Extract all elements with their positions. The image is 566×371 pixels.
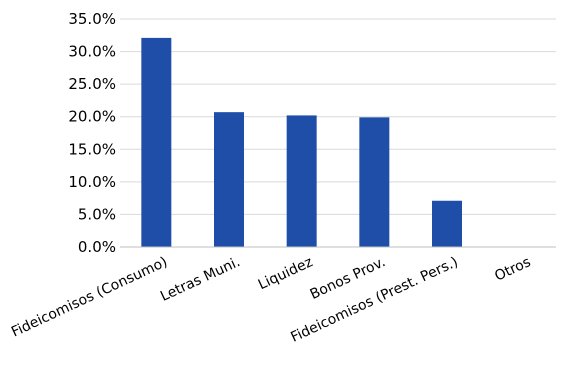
y-tick-label-5: 25.0% [68, 75, 116, 93]
y-tick-label-6: 30.0% [68, 43, 116, 61]
x-tick-label-otros: Otros [492, 254, 533, 284]
bar-letras-muni [214, 112, 244, 247]
bar-liquidez [286, 115, 317, 247]
y-tick-label-1: 5.0% [78, 205, 116, 223]
bar-fideicomisos-consumo [141, 37, 172, 247]
y-tick-label-0: 0.0% [78, 238, 116, 256]
x-tick-label-letras-muni: Letras Muni. [158, 254, 243, 305]
bars [141, 37, 462, 247]
bar-fideicomisos-prest-pers [432, 200, 462, 247]
x-tick-label-fideicomisos-consumo: Fideicomisos (Consumo) [9, 254, 170, 340]
y-tick-label-4: 20.0% [68, 108, 116, 126]
gridlines [120, 18, 556, 215]
y-tick-label-2: 10.0% [68, 173, 116, 191]
y-axis-tick-labels: 0.0% 5.0% 10.0% 15.0% 20.0% 25.0% 30.0% 35.0% [68, 10, 116, 256]
y-tick-label-7: 35.0% [68, 10, 116, 28]
x-axis-category-labels: Fideicomisos (Consumo)Letras Muni. Liquid… [9, 254, 533, 346]
y-tick-label-3: 15.0% [68, 140, 116, 158]
x-tick-label-liquidez: Liquidez [256, 254, 315, 293]
bar-bonos-prov [359, 117, 390, 247]
